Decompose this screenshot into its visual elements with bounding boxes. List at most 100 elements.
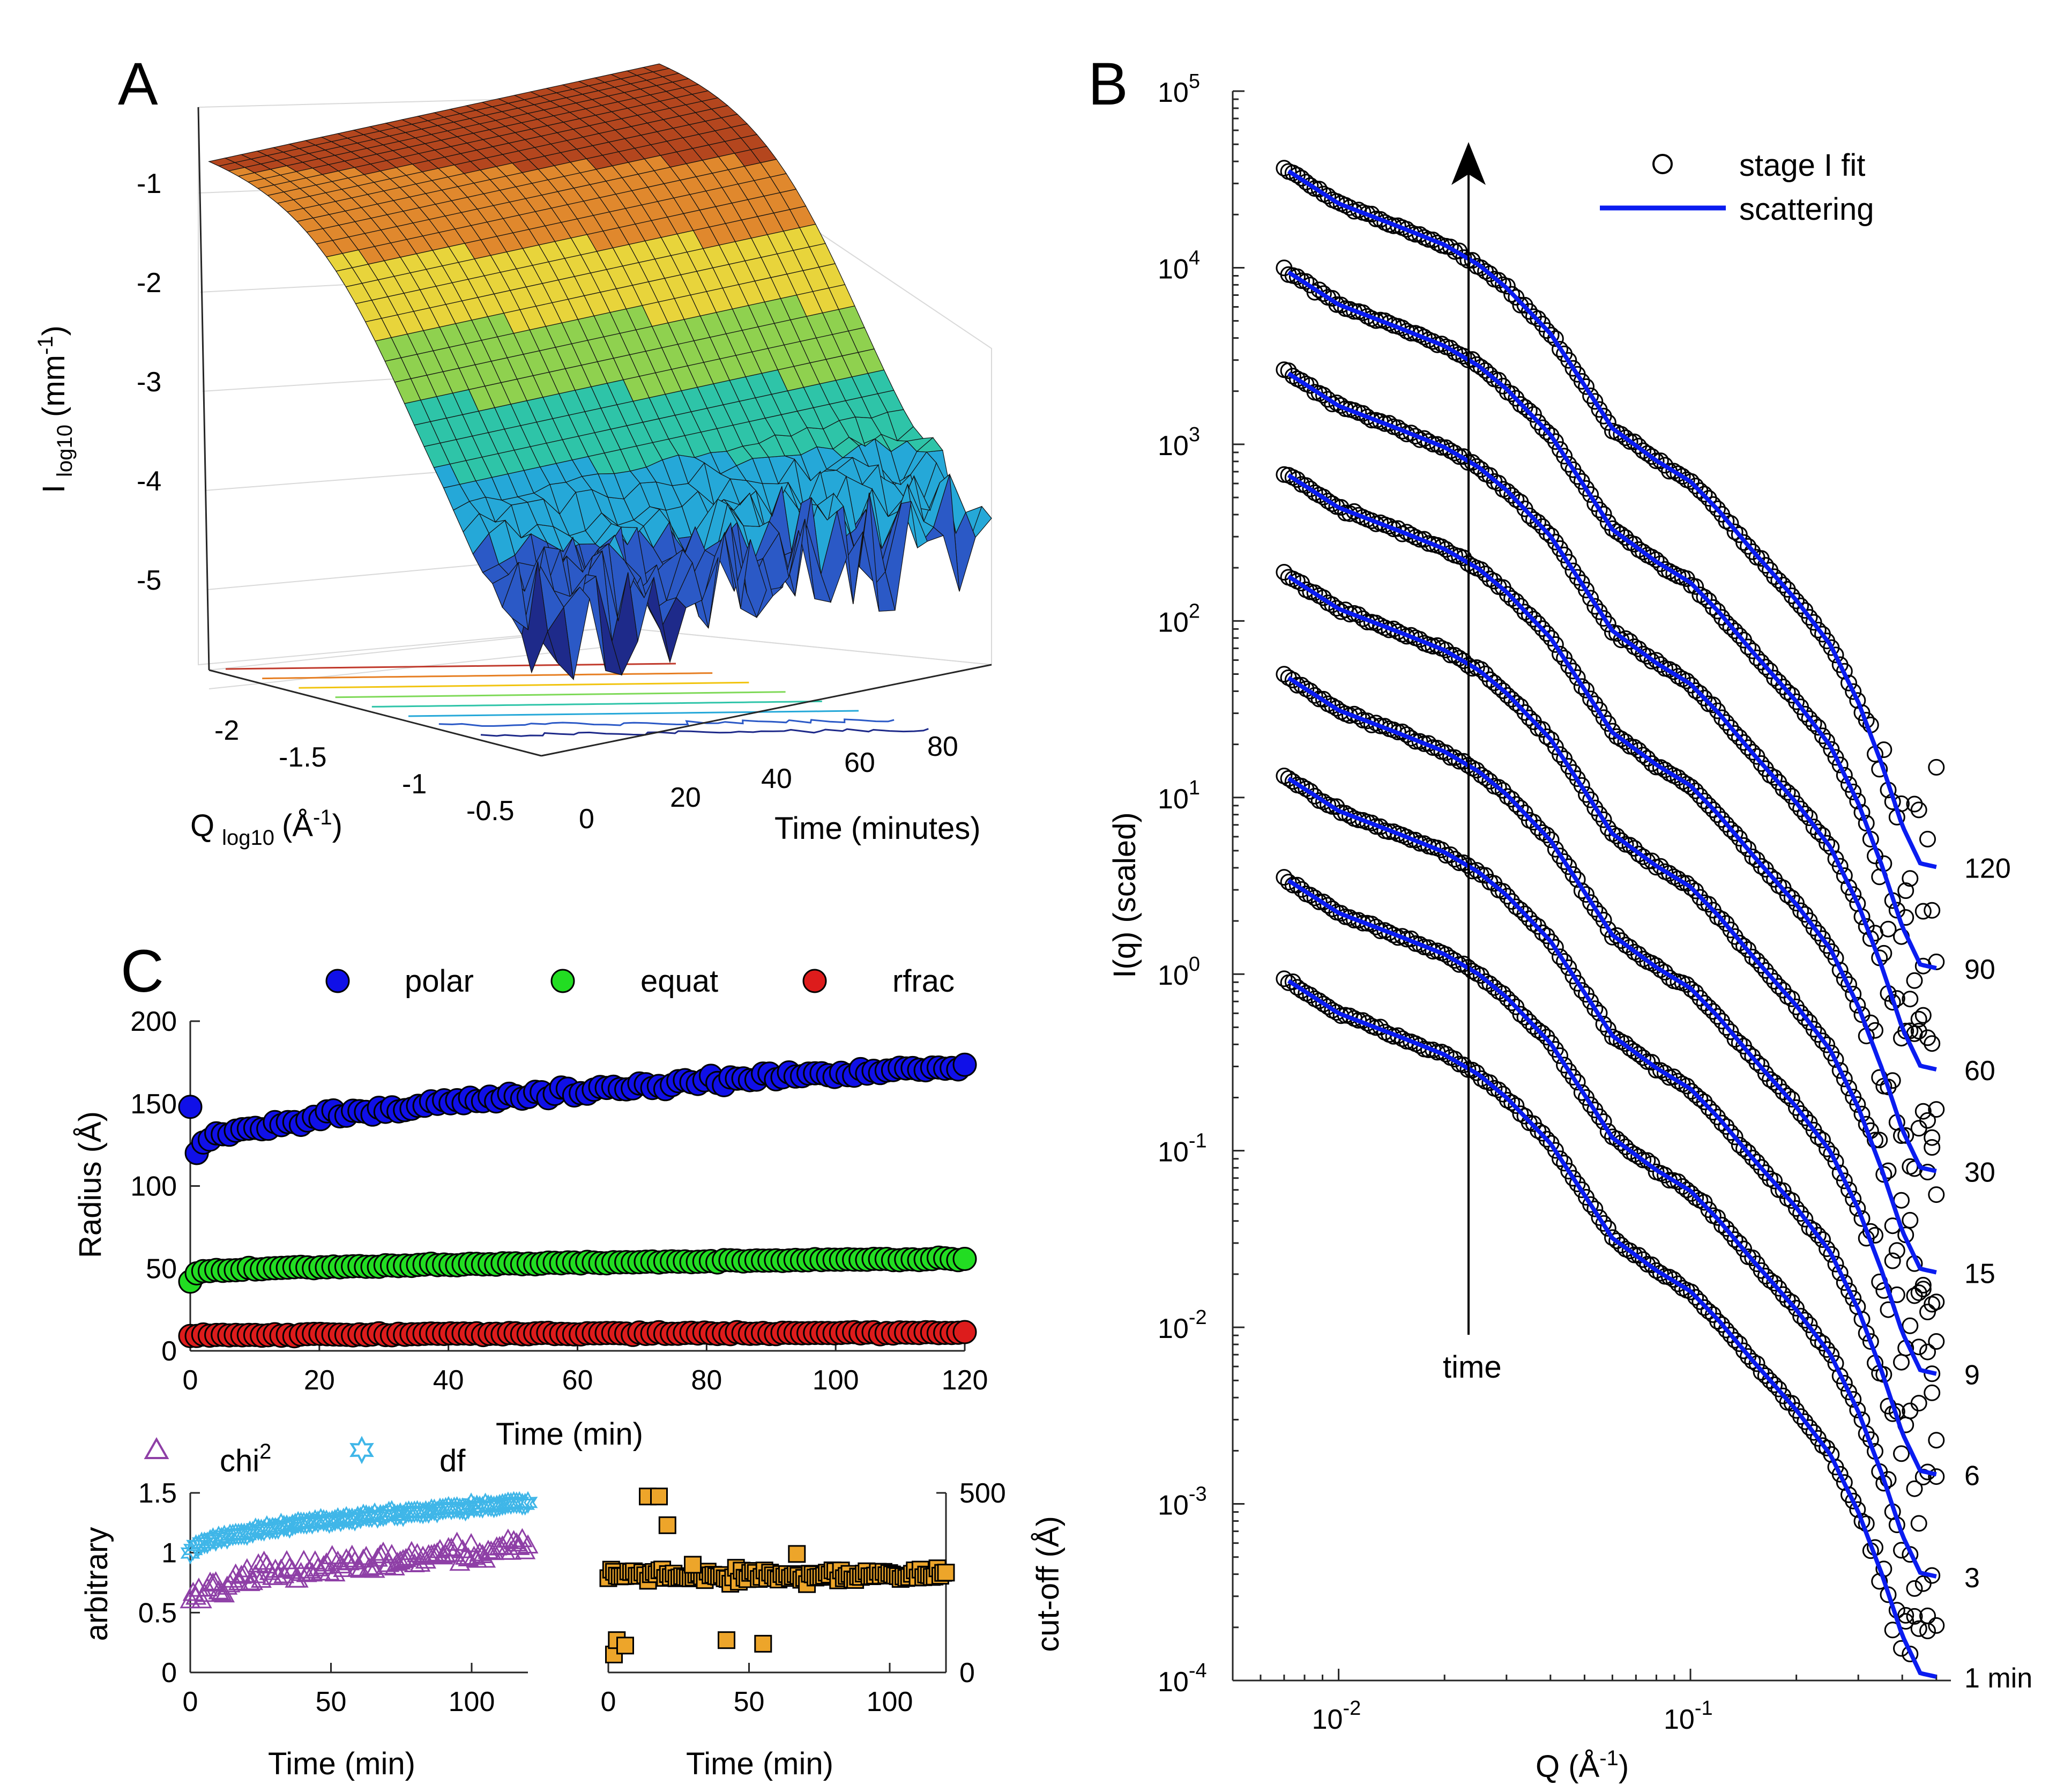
data-point: [1595, 610, 1612, 627]
data-point: [1914, 1281, 1932, 1298]
data-point: [1525, 915, 1542, 932]
data-point: [1586, 598, 1604, 615]
chi2-point: [279, 1557, 300, 1577]
radius-point: [178, 1095, 203, 1119]
data-point: [1792, 597, 1809, 614]
cutoff-point: [650, 1488, 668, 1506]
legend-marker-polar: [325, 969, 350, 993]
x-tick-label: 0: [183, 1365, 198, 1396]
data-point: [1547, 636, 1564, 653]
data-point: [1836, 970, 1853, 987]
data-point: [1643, 1256, 1660, 1273]
data-point: [1827, 1153, 1844, 1170]
data-point: [1437, 744, 1455, 761]
data-point: [1797, 1312, 1814, 1329]
data-point: [1805, 819, 1822, 836]
chi2-point: [205, 1571, 227, 1590]
data-point: [1683, 981, 1700, 998]
x-axis-label: Time (min): [268, 1746, 415, 1781]
data-point: [1792, 1205, 1809, 1222]
data-point: [1687, 1289, 1704, 1306]
data-point: [1819, 835, 1836, 852]
data-point: [1525, 611, 1542, 628]
data-point: [1472, 767, 1489, 784]
surface-patch: [208, 158, 236, 167]
data-point: [1748, 952, 1765, 969]
panel-label-b: B: [1088, 50, 1128, 117]
data-point: [1788, 795, 1805, 812]
data-point: [1722, 1326, 1739, 1343]
fit-quality-legend: chi2 df: [144, 1436, 466, 1478]
data-point: [1801, 809, 1818, 826]
data-point: [1626, 1146, 1643, 1163]
data-point: [1748, 1054, 1765, 1071]
data-point: [1626, 433, 1643, 450]
data-point: [1617, 733, 1634, 750]
data-point: [1284, 876, 1301, 894]
data-point: [1591, 1108, 1608, 1125]
data-point: [1902, 870, 1919, 887]
data-point: [1880, 920, 1897, 938]
data-point: [1472, 561, 1489, 578]
data-point: [1687, 782, 1704, 799]
data-point: [1897, 882, 1914, 899]
data-point: [1753, 1364, 1770, 1381]
data-point: [1276, 160, 1293, 177]
data-point: [1630, 1247, 1647, 1264]
data-point: [1740, 1144, 1757, 1161]
data-point: [1770, 572, 1787, 589]
data-point: [1823, 1146, 1840, 1163]
data-point: [1704, 496, 1722, 513]
data-point: [1582, 1096, 1599, 1113]
data-point: [1897, 1127, 1914, 1144]
data-point: [1310, 690, 1328, 708]
data-point: [1836, 1474, 1853, 1491]
data-point: [1735, 1342, 1752, 1359]
data-point: [1477, 769, 1494, 786]
data-point: [1726, 1332, 1743, 1349]
data-point: [1740, 1044, 1757, 1061]
data-point: [1429, 740, 1446, 757]
data-point: [1809, 925, 1827, 942]
data-point: [1836, 867, 1853, 884]
legend-marker-df: [349, 1436, 374, 1464]
data-point: [1332, 296, 1350, 314]
df-point: [515, 1492, 535, 1516]
data-point: [1490, 371, 1507, 389]
x-tick: -0.5: [466, 795, 515, 827]
data-point: [1744, 948, 1761, 965]
fit-line: [1287, 574, 1937, 1275]
radius-points: [178, 1052, 977, 1349]
data-point: [1293, 881, 1310, 898]
data-point: [1841, 1080, 1857, 1097]
data-point: [1687, 578, 1704, 595]
data-point: [1928, 1617, 1945, 1634]
data-point: [1490, 272, 1507, 289]
z-axis-line: [197, 107, 210, 671]
data-point: [1530, 414, 1547, 431]
z-tick: -5: [137, 565, 161, 596]
data-point: [1766, 973, 1783, 990]
panel-b-series-labels: 1 min 3 6 9 15 30 60 90 120: [1964, 853, 2032, 1694]
legend-label-df: df: [439, 1444, 466, 1478]
data-point: [1569, 569, 1586, 586]
panel-c-cutoff-plot: 0 50 100 0 500 cut-off (Å) Time (min): [599, 1478, 1066, 1781]
data-point: [1757, 1065, 1774, 1082]
chi2-point: [367, 1547, 388, 1567]
x-tick-label: 100: [867, 1686, 913, 1717]
chi2-point: [230, 1564, 252, 1584]
cutoff-point: [658, 1516, 676, 1534]
panel-c-fit-quality-plot: 0 50 100 0 0.5 1 1.5 chi2 df arbitrary Time (m…: [79, 1436, 539, 1781]
data-point: [1845, 1191, 1862, 1208]
data-point: [1914, 1575, 1932, 1592]
data-point: [1302, 480, 1319, 497]
data-point: [1797, 805, 1814, 822]
data-point: [1831, 1164, 1849, 1181]
data-point: [1552, 948, 1568, 965]
fit-line: [1287, 776, 1937, 1477]
data-point: [1547, 1142, 1564, 1159]
data-point: [1298, 273, 1315, 290]
data-point: [1783, 1293, 1800, 1311]
data-point: [1552, 341, 1568, 358]
legend-marker-chi2: [144, 1437, 169, 1459]
